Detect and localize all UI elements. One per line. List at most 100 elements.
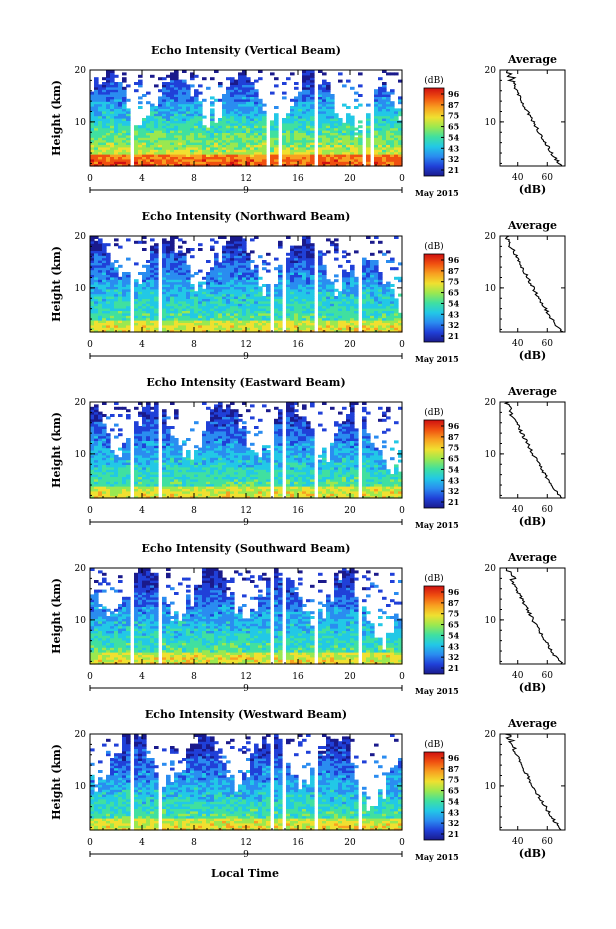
- heatmap-cell: [134, 438, 139, 441]
- heatmap-cell: [158, 158, 163, 162]
- heatmap-cell: [158, 89, 163, 93]
- heatmap-cell: [102, 154, 107, 157]
- heatmap-cell: [174, 257, 179, 261]
- heatmap-cell: [90, 156, 95, 160]
- heatmap-cell: [306, 137, 311, 141]
- heatmap-cell: [114, 327, 119, 331]
- heatmap-cell: [170, 236, 175, 239]
- heatmap-cell: [250, 315, 255, 319]
- heatmap-cell: [330, 296, 335, 299]
- heatmap-cell: [282, 158, 287, 162]
- heatmap-cell: [234, 281, 239, 285]
- heatmap-cell: [154, 264, 159, 268]
- heatmap-cell: [238, 322, 243, 326]
- heatmap-cell: [398, 122, 403, 126]
- heatmap-cell: [178, 308, 183, 311]
- heatmap-cell: [110, 300, 115, 304]
- heatmap-cell: [310, 250, 315, 254]
- heatmap-cell: [358, 161, 363, 165]
- heatmap-cell: [226, 305, 231, 309]
- heatmap-cell: [114, 158, 119, 162]
- heatmap-cell: [214, 269, 219, 273]
- heatmap-cell: [394, 146, 399, 150]
- heatmap-cell: [338, 329, 343, 333]
- heatmap-cell: [138, 144, 143, 148]
- heatmap-cell: [234, 248, 239, 251]
- heatmap-cell: [246, 106, 251, 109]
- heatmap-cell: [202, 130, 207, 133]
- colorbar-tick-label: 87: [448, 266, 459, 276]
- heatmap-cell: [338, 296, 343, 299]
- heatmap-cell: [154, 298, 159, 302]
- heatmap-cell: [222, 106, 227, 109]
- heatmap-cell: [170, 149, 175, 153]
- heatmap-cell: [238, 320, 243, 323]
- heatmap-cell: [286, 293, 291, 297]
- heatmap-cell: [378, 144, 383, 148]
- heatmap-cell: [198, 125, 203, 129]
- colorbar: [423, 253, 445, 343]
- heatmap-cell: [138, 324, 143, 328]
- heatmap-cell: [150, 163, 155, 167]
- heatmap-cell: [238, 98, 243, 102]
- heatmap-cell: [178, 329, 183, 333]
- heatmap-cell: [90, 440, 95, 444]
- heatmap-cell: [338, 305, 343, 309]
- heatmap-cell: [150, 156, 155, 160]
- heatmap-cell: [190, 134, 195, 138]
- heatmap-cell: [94, 486, 99, 489]
- heatmap-cell: [94, 300, 99, 304]
- heatmap-cell: [154, 118, 159, 121]
- heatmap-cell: [302, 257, 307, 261]
- heatmap-cell: [382, 151, 387, 155]
- heatmap-cell: [102, 125, 107, 129]
- heatmap-cell: [274, 122, 279, 126]
- heatmap-cell: [250, 110, 255, 114]
- heatmap-cell: [94, 483, 99, 487]
- heatmap-cell: [226, 257, 231, 261]
- heatmap-cell: [146, 132, 151, 136]
- heatmap-cell: [386, 281, 391, 285]
- heatmap-cell: [242, 94, 247, 97]
- heatmap-cell: [126, 163, 131, 167]
- heatmap-cell: [246, 96, 251, 100]
- heatmap-cell: [198, 161, 203, 165]
- x-tick-label: 16: [292, 340, 304, 350]
- heatmap-cell: [122, 161, 127, 165]
- heatmap-cell: [102, 447, 107, 451]
- heatmap-cell: [118, 89, 123, 93]
- heatmap-cell: [170, 286, 175, 290]
- heatmap-cell: [286, 272, 291, 275]
- heatmap-cell: [242, 74, 247, 78]
- heatmap-cell: [318, 91, 323, 95]
- heatmap-cell: [90, 127, 95, 131]
- heatmap-cell: [114, 74, 119, 78]
- heatmap-cell: [306, 108, 311, 112]
- heatmap-cell: [258, 324, 263, 328]
- heatmap-cell: [238, 305, 243, 309]
- heatmap-cell: [178, 312, 183, 316]
- heatmap-cell: [94, 101, 99, 105]
- heatmap-cell: [170, 79, 175, 83]
- heatmap-cell: [210, 267, 215, 271]
- heatmap-cell: [394, 329, 399, 333]
- heatmap-cell: [346, 317, 351, 321]
- heatmap-cell: [170, 320, 175, 323]
- heatmap-cell: [370, 291, 375, 295]
- heatmap-cell: [210, 144, 215, 148]
- heatmap-cell: [118, 476, 123, 480]
- heatmap-cell: [306, 322, 311, 326]
- heatmap-cell: [126, 257, 131, 261]
- heatmap-cell: [106, 130, 111, 133]
- heatmap-cell: [162, 146, 167, 150]
- heatmap-cell: [94, 255, 99, 259]
- heatmap-cell: [114, 98, 119, 102]
- heatmap-cell: [306, 72, 311, 76]
- heatmap-cell: [174, 315, 179, 319]
- heatmap-cell: [234, 300, 239, 304]
- heatmap-cell: [162, 284, 167, 287]
- heatmap-cell: [238, 91, 243, 95]
- heatmap-cell: [150, 122, 155, 126]
- heatmap-cell: [398, 327, 403, 331]
- heatmap-cell: [126, 274, 131, 278]
